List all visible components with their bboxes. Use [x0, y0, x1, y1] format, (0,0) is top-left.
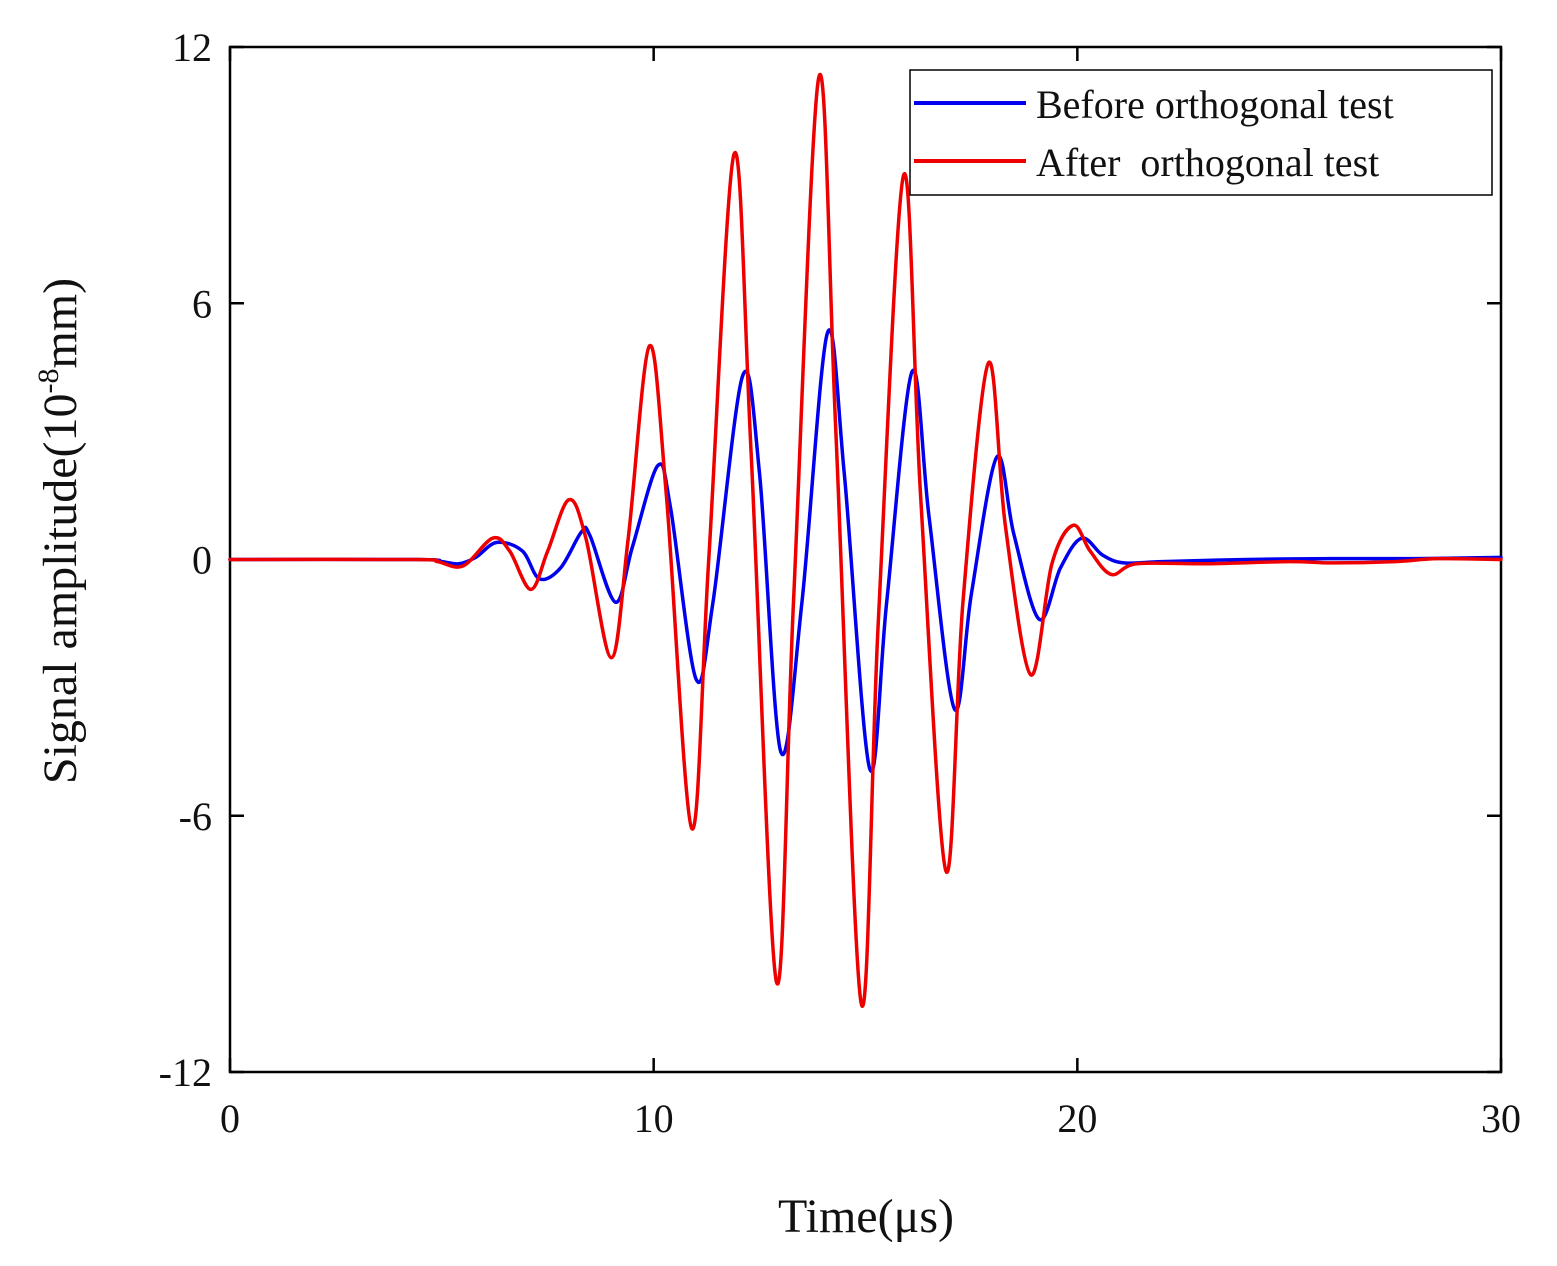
- y-tick-label-4: 12: [172, 25, 212, 70]
- legend: Before orthogonal test After orthogonal …: [909, 69, 1493, 196]
- y-tick-label-0: -12: [159, 1050, 212, 1095]
- x-tick-label-0: 0: [220, 1096, 240, 1141]
- y-axis-title-superscript: -8: [32, 369, 65, 394]
- y-tick-label-2: 0: [192, 538, 212, 583]
- y-axis-title: Signal amplitude(10-8mm): [32, 278, 87, 784]
- y-tick-labels: -12 -6 0 6 12: [159, 25, 212, 1095]
- series-line-after: [228, 72, 1503, 1008]
- x-tick-label-3: 30: [1481, 1096, 1521, 1141]
- legend-label-after: After orthogonal test: [1036, 140, 1379, 185]
- x-tick-label-1: 10: [634, 1096, 674, 1141]
- y-axis-title-main: Signal amplitude(10: [34, 394, 87, 785]
- y-tick-label-3: 6: [192, 281, 212, 326]
- series-line-before: [228, 328, 1503, 773]
- x-tick-labels: 0 10 20 30: [220, 1096, 1521, 1141]
- x-tick-label-2: 20: [1057, 1096, 1097, 1141]
- legend-box: [909, 69, 1493, 196]
- x-axis-title: Time(μs): [778, 1190, 954, 1243]
- legend-label-before: Before orthogonal test: [1036, 82, 1394, 127]
- y-tick-label-1: -6: [179, 794, 212, 839]
- y-axis-title-tail: mm): [34, 278, 87, 369]
